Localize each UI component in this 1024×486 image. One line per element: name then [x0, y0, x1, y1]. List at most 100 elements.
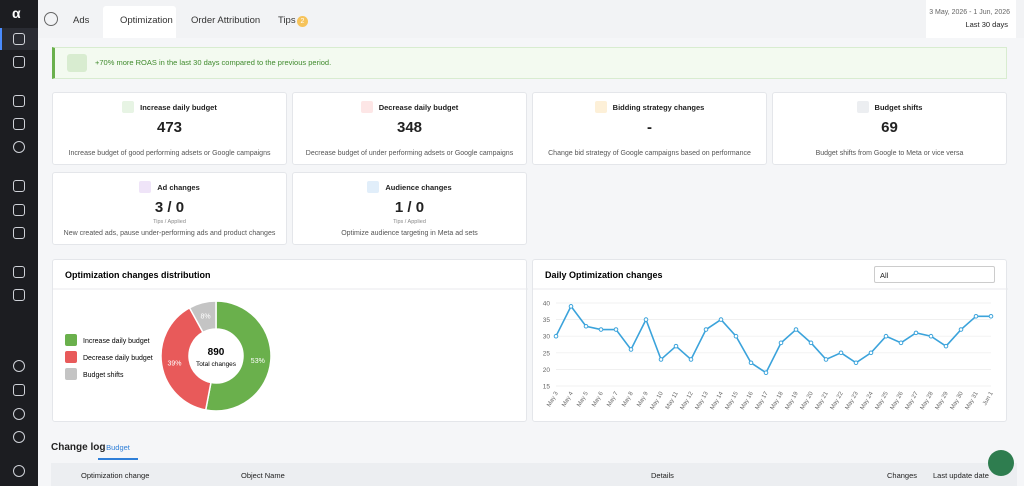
card-value: 3 / 0 — [154, 199, 185, 216]
column-header[interactable]: Last update date — [933, 471, 989, 480]
filter-select[interactable]: All — [874, 266, 995, 283]
x-tick-label: May 5 — [576, 390, 590, 408]
card-icon — [360, 101, 373, 113]
stat-card: Ad changes 3 / 0 Tips / Applied New created… — [52, 172, 287, 245]
tips-badge: 2 — [297, 16, 308, 27]
nav-icon[interactable] — [13, 141, 25, 153]
changelog-tab[interactable]: Budget — [98, 443, 138, 460]
y-tick-label: 40 — [543, 301, 551, 308]
logo[interactable]: α — [12, 5, 21, 21]
legend-swatch — [65, 334, 77, 346]
stat-card: Bidding strategy changes - Change bid stra… — [532, 92, 767, 165]
column-header[interactable]: Changes — [887, 471, 918, 480]
nav-icon[interactable] — [13, 227, 25, 239]
x-tick-label: May 16 — [740, 390, 755, 411]
card-header: Bidding strategy changes — [533, 101, 766, 113]
legend-label: Decrease daily budget — [83, 355, 153, 362]
x-tick-label: May 24 — [860, 390, 875, 411]
point — [643, 317, 649, 322]
card-description: Increase budget of good performing adset… — [68, 150, 271, 157]
card-value: 473 — [156, 119, 183, 136]
card-title: Ad changes — [157, 182, 200, 192]
card-value: 1 / 0 — [394, 199, 425, 216]
tab[interactable]: Tips — [278, 15, 296, 26]
nav-icon[interactable] — [13, 266, 25, 278]
column-header[interactable]: Object Name — [241, 471, 285, 480]
card-value: 69 — [881, 119, 898, 136]
nav-icon[interactable] — [13, 204, 25, 216]
tab[interactable]: Optimization — [120, 15, 173, 26]
point — [628, 347, 634, 352]
collapse[interactable] — [13, 465, 25, 477]
tab[interactable]: Order Attribution — [191, 15, 261, 26]
date-preset: Last 30 days — [965, 20, 1008, 29]
pie-slice — [204, 300, 272, 412]
x-tick-label: May 7 — [606, 390, 620, 408]
card-value: - — [647, 119, 652, 136]
banner: +70% more ROAS in the last 30 days compa… — [52, 47, 1007, 79]
nav-icon[interactable] — [13, 431, 25, 443]
x-tick-label: May 14 — [710, 390, 725, 411]
card-icon — [139, 181, 152, 193]
x-tick-label: May 10 — [650, 390, 665, 411]
point — [583, 323, 589, 329]
column-header[interactable]: Optimization change — [81, 471, 150, 480]
nav-icon[interactable] — [13, 56, 25, 68]
point — [733, 333, 739, 339]
nav-icon[interactable] — [13, 33, 25, 45]
nav-active[interactable] — [0, 28, 38, 50]
legend-label: Increase daily budget — [83, 338, 150, 345]
nav-icon[interactable] — [13, 408, 25, 420]
x-tick-label: May 15 — [725, 390, 740, 411]
line-chart: Daily Optimization changes 15 20 25 30 35 40 Ma… — [533, 270, 1008, 411]
tab[interactable]: Ads — [73, 15, 90, 26]
slice-label: 39% — [168, 361, 182, 368]
nav-icon[interactable] — [13, 384, 25, 396]
card-header: Audience changes — [293, 181, 526, 193]
point — [973, 313, 979, 319]
point — [838, 350, 844, 356]
sidebar: α — [0, 0, 38, 486]
point — [823, 357, 829, 362]
y-tick-label: 35 — [543, 317, 551, 324]
card-title: Increase daily budget — [140, 102, 217, 112]
chart-title: Daily Optimization changes — [545, 270, 663, 280]
point — [613, 327, 619, 332]
nav-icon[interactable] — [13, 360, 25, 372]
chat-button[interactable] — [988, 450, 1014, 476]
card-title: Budget shifts — [874, 102, 923, 112]
column-header[interactable]: Details — [651, 471, 674, 480]
nav-icon[interactable] — [13, 289, 25, 301]
point — [748, 360, 754, 366]
point — [898, 340, 904, 346]
slice-label: 53% — [251, 358, 265, 365]
date-picker[interactable]: 3 May, 2026 - 1 Jun, 2026 Last 30 days — [926, 0, 1016, 38]
back-button[interactable] — [44, 12, 58, 26]
nav-icon[interactable] — [13, 180, 25, 192]
card-description: Budget shifts from Google to Meta or vic… — [815, 150, 964, 157]
card-icon — [856, 101, 869, 113]
card-header: Budget shifts — [773, 101, 1006, 113]
point — [778, 340, 784, 346]
pie-total-label: Total changes — [196, 361, 237, 368]
point — [688, 357, 694, 362]
x-tick-label: May 9 — [636, 390, 650, 408]
chart-title: Optimization changes distribution — [65, 270, 211, 280]
point — [673, 343, 679, 349]
stat-card: Budget shifts 69 Budget shifts from Google… — [772, 92, 1007, 165]
y-tick-label: 15 — [543, 384, 551, 391]
date-range: 3 May, 2026 - 1 Jun, 2026 — [929, 9, 1010, 16]
card-description: Optimize audience targeting in Meta ad s… — [341, 230, 478, 237]
point — [763, 370, 769, 376]
card-description: Decrease budget of under performing adse… — [305, 150, 514, 157]
point — [658, 357, 664, 362]
legend-label: Budget shifts — [83, 372, 124, 379]
pie-total: 890 — [208, 347, 225, 358]
pie-chart: Optimization changes distribution Increas… — [53, 270, 528, 412]
nav-icon[interactable] — [13, 95, 25, 107]
x-tick-label: May 21 — [815, 390, 830, 411]
x-tick-label: May 12 — [680, 390, 695, 411]
nav-icon[interactable] — [13, 118, 25, 130]
line — [555, 304, 991, 374]
y-tick-label: 20 — [543, 367, 551, 374]
